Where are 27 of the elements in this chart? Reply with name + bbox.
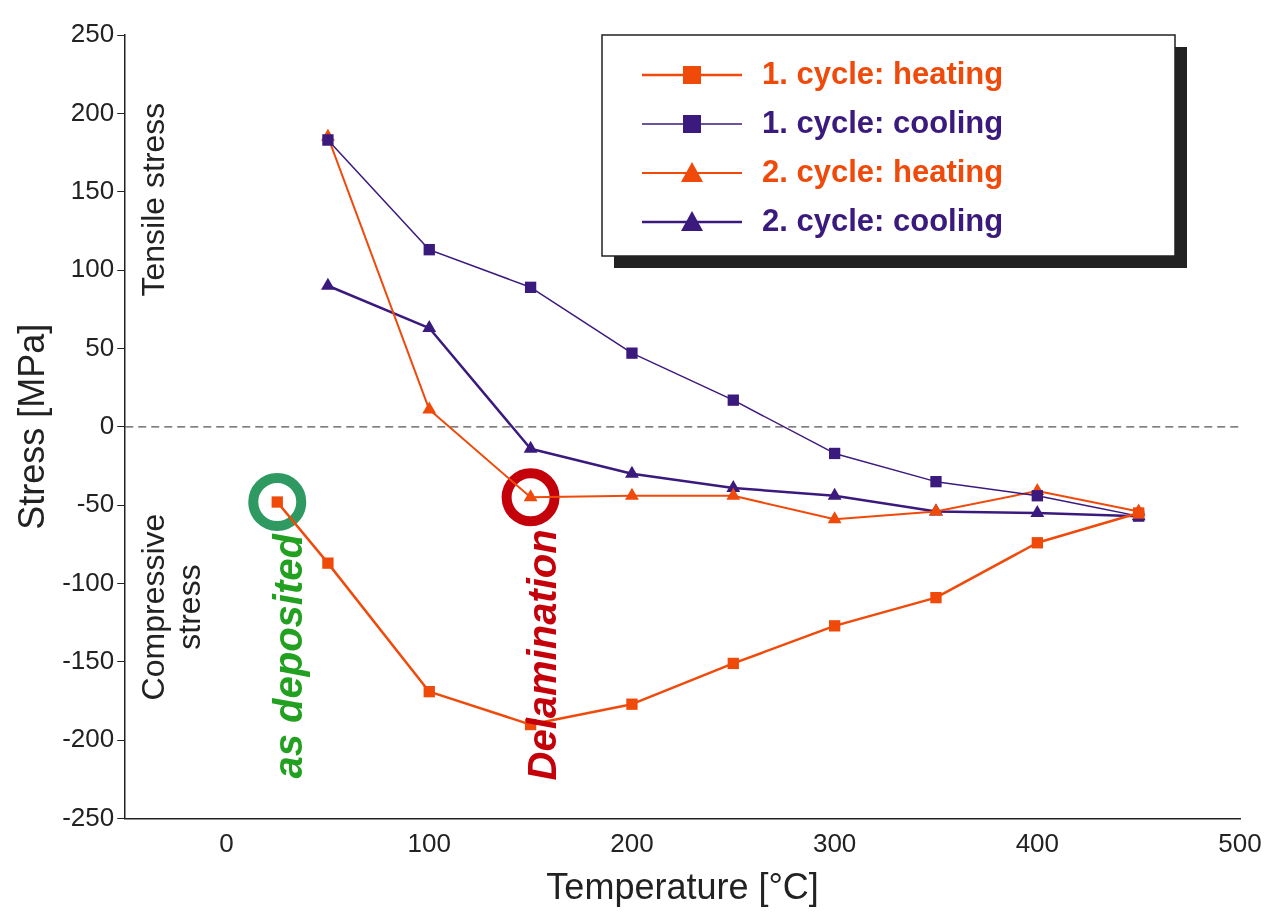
y-tick-label: 150	[70, 174, 115, 205]
y-tick-label: -100	[62, 566, 115, 597]
y-tick-label: -200	[62, 723, 115, 754]
legend-label: 2. cycle: heating	[762, 153, 1004, 189]
y-tick-label: -150	[62, 645, 115, 676]
y-axis-title: Stress [MPa]	[10, 323, 52, 530]
x-tick-label: 0	[219, 828, 234, 859]
annotation: Tensile stress	[135, 102, 172, 297]
legend-label: 1. cycle: heating	[762, 55, 1004, 91]
y-tick-label: 250	[70, 18, 115, 49]
y-tick-label: -50	[76, 488, 115, 519]
x-tick-label: 400	[1015, 828, 1060, 859]
y-tick-label: 50	[85, 331, 115, 362]
x-tick-label: 200	[610, 828, 654, 859]
x-axis-title: Temperature [°C]	[546, 866, 819, 908]
annotation: Compressive stress	[135, 513, 208, 701]
x-tick-label: 100	[407, 828, 451, 859]
x-tick-label: 500	[1218, 828, 1262, 859]
annotation: as deposited	[266, 532, 311, 779]
y-tick-label: -250	[62, 801, 115, 832]
y-tick-label: 0	[99, 409, 115, 440]
y-tick-label: 200	[70, 96, 115, 127]
legend-label: 1. cycle: cooling	[762, 104, 1004, 140]
legend-label: 2. cycle: cooling	[762, 202, 1004, 238]
annotation: Delamination	[519, 529, 564, 781]
y-tick-label: 100	[70, 253, 115, 284]
x-tick-label: 300	[812, 828, 857, 859]
